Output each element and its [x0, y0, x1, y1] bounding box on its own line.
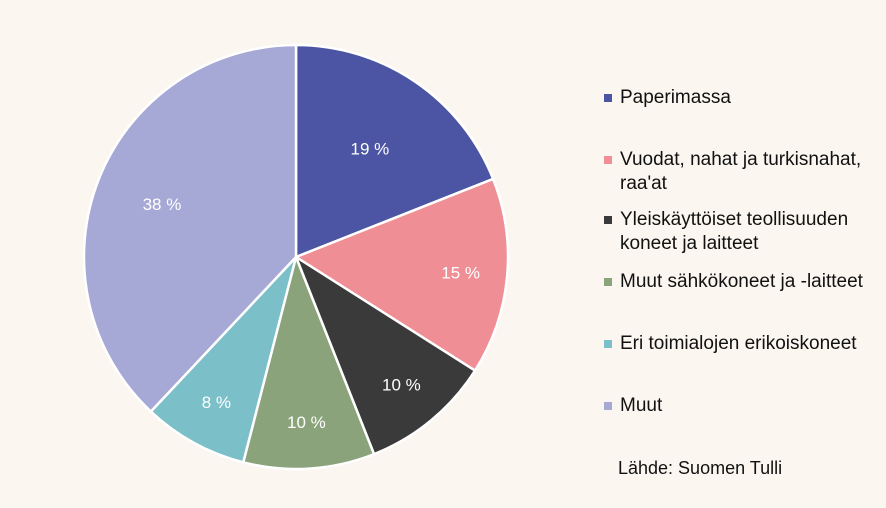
legend-label: Muut — [620, 395, 663, 416]
pie-slice — [293, 177, 510, 373]
slice-data-label: 10 % — [287, 413, 326, 432]
legend-label: Vuodat, nahat ja turkisnahat, raa'at — [620, 149, 862, 194]
pie-slice — [149, 256, 298, 464]
legend-swatch — [604, 216, 612, 224]
slice-data-label: 8 % — [202, 393, 231, 412]
slice-data-label: 19 % — [351, 139, 390, 158]
legend-label: Paperimassa — [620, 87, 731, 108]
slice-data-label: 10 % — [382, 375, 421, 394]
pie-slice — [82, 43, 298, 414]
source-note: Lähde: Suomen Tulli — [618, 458, 783, 478]
legend-label: Muut sähkökoneet ja -laitteet — [620, 271, 863, 292]
pie-slice — [293, 253, 477, 456]
pie-chart: 19 % 15 % 10 % 10 % 8 % 38 % — [82, 43, 510, 471]
legend-swatch — [604, 340, 612, 348]
slice-data-label: 38 % — [143, 195, 182, 214]
slice-data-label: 15 % — [441, 264, 480, 283]
legend-swatch — [604, 156, 612, 164]
legend-swatch — [604, 402, 612, 410]
legend-label: Yleiskäyttöiset teollisuuden koneet ja l… — [620, 209, 849, 254]
legend-label: Eri toimialojen erikoiskoneet — [620, 333, 857, 354]
legend-swatch — [604, 94, 612, 102]
pie-slice — [294, 43, 495, 259]
legend-swatch — [604, 278, 612, 286]
pie-slice — [241, 252, 376, 471]
